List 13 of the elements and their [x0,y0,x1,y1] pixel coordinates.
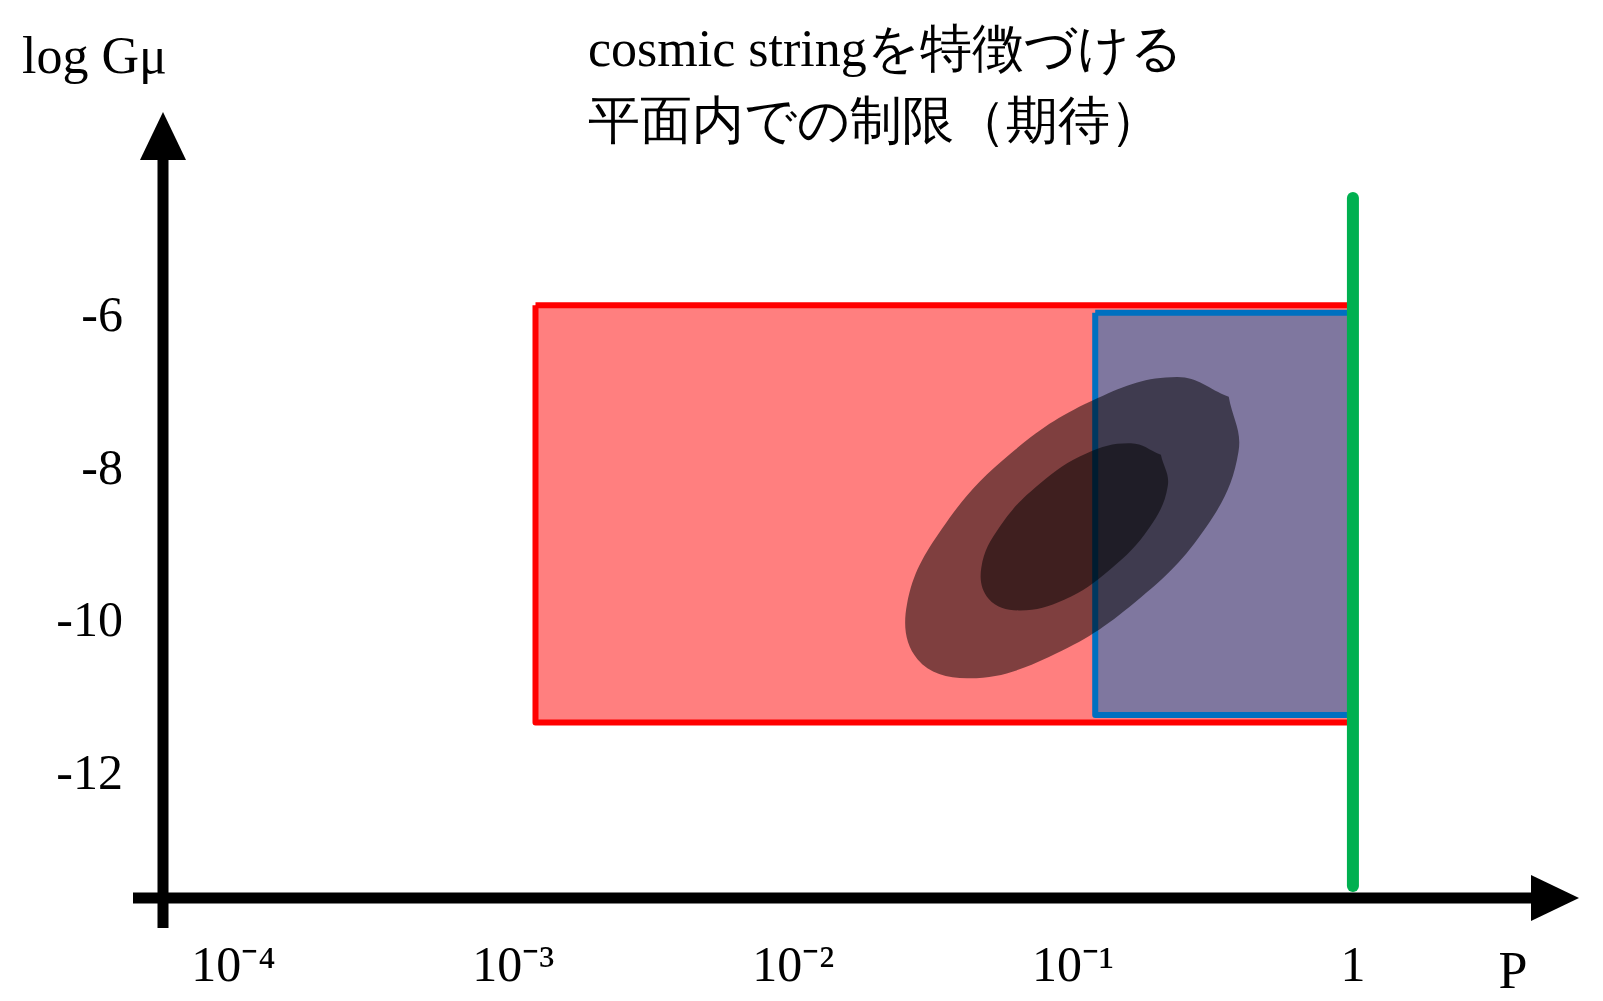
y-tick-label: -6 [81,286,123,343]
x-tick-label: 1 [1340,936,1366,993]
x-tick-label: 10⁻¹ [1032,936,1115,993]
x-tick-label: 10⁻⁴ [191,936,276,993]
x-axis-title: P [1498,942,1528,999]
y-tick-label: -8 [81,438,123,495]
y-tick-label: -10 [56,591,123,648]
chart-title: cosmic stringを特徴づける [588,20,1183,77]
x-tick-label: 10⁻² [752,936,835,993]
y-axis-title: log Gμ [22,27,167,84]
chart-subtitle: 平面内での制限（期待） [588,92,1162,149]
x-tick-label: 10⁻³ [472,936,555,993]
y-tick-label: -12 [56,744,123,801]
